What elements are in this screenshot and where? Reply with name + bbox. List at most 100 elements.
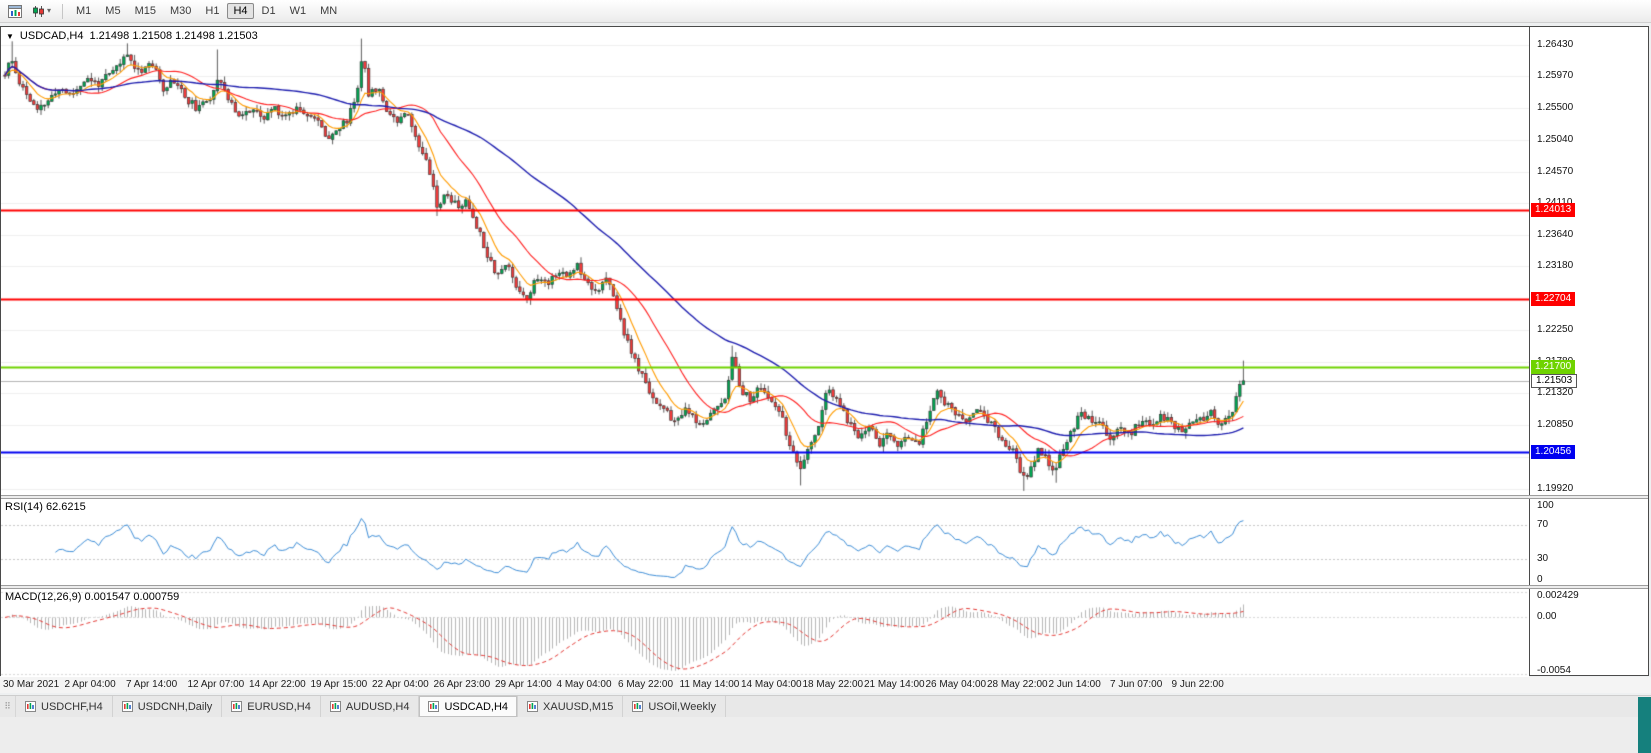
- time-axis-label: 6 May 22:00: [618, 679, 674, 690]
- chart-icon: [632, 701, 644, 712]
- time-axis-label: 14 Apr 22:00: [249, 679, 306, 690]
- timeframe-button-m15[interactable]: M15: [134, 5, 156, 17]
- top-toolbar: ▾ M1 M5 M15 M30 H1 H4 D1 W1 MN: [0, 0, 1651, 23]
- pane-splitter[interactable]: [1, 585, 1648, 589]
- rsi-axis-tick: 70: [1537, 518, 1549, 530]
- rsi-axis-tick: 0: [1537, 574, 1543, 585]
- chart-type-button[interactable]: ▾: [28, 2, 55, 21]
- price-axis-tick: 1.20850: [1537, 419, 1574, 431]
- timeframe-button-d1[interactable]: D1: [261, 5, 276, 17]
- time-axis-label: 9 Jun 22:00: [1171, 679, 1224, 690]
- price-chart-canvas[interactable]: [1, 27, 1529, 495]
- chart-tab-label: AUDUSD,H4: [345, 700, 410, 713]
- time-axis-label: 26 May 04:00: [925, 679, 987, 690]
- chart-icon: [329, 701, 341, 712]
- time-axis[interactable]: 30 Mar 2021 2 Apr 04:00 7 Apr 14:00 12 Apr …: [0, 677, 1651, 693]
- time-axis-label: 14 May 04:00: [741, 679, 802, 690]
- price-axis-tick: 1.22250: [1537, 323, 1574, 335]
- candlestick-type-icon: [33, 5, 44, 17]
- timeframe-button-mn[interactable]: MN: [320, 5, 338, 17]
- chart-tab-bar: ⠿ USDCHF,H4 USDCNH,Daily EURUSD,H4 AUDUSD,H…: [0, 695, 1651, 717]
- time-axis-label: 12 Apr 07:00: [187, 679, 245, 690]
- chart-icon: [428, 701, 440, 712]
- hline-price-badge: 1.22704: [1531, 291, 1576, 306]
- macd-axis-tick: 0.002429: [1537, 590, 1579, 601]
- rsi-axis-tick: 100: [1537, 500, 1554, 511]
- hline-price-badge: 1.24013: [1531, 202, 1576, 217]
- time-axis-label: 18 May 22:00: [802, 679, 864, 690]
- hline-price-badge: 1.21700: [1531, 360, 1576, 375]
- chart-tab-usoil-weekly[interactable]: USOil,Weekly: [623, 696, 726, 717]
- collapse-arrow-icon[interactable]: ▼: [6, 31, 14, 41]
- chart-title: ▼ USDCAD,H4 1.21498 1.21508 1.21498 1.21…: [6, 30, 258, 42]
- timeframe-group: M1 M5 M15 M30 H1 H4 D1 W1 MN: [70, 3, 343, 19]
- price-axis-tick: 1.23180: [1537, 260, 1574, 272]
- chart-icon: [527, 701, 539, 712]
- chart-tab-usdcad-h4[interactable]: USDCAD,H4: [419, 696, 519, 717]
- chart-tab-label: USDCAD,H4: [444, 700, 509, 713]
- chart-icon: [231, 701, 243, 712]
- price-axis-tick: 1.25040: [1537, 133, 1574, 145]
- app-icon[interactable]: [4, 2, 26, 21]
- caret-down-icon: ▾: [47, 6, 52, 15]
- timeframe-button-m30[interactable]: M30: [169, 5, 192, 17]
- price-axis-tick: 1.23640: [1537, 229, 1574, 241]
- chart-tab-eurusd-h4[interactable]: EURUSD,H4: [222, 696, 321, 717]
- time-axis-label: 26 Apr 23:00: [433, 679, 491, 690]
- price-axis-tick: 1.21320: [1537, 387, 1574, 399]
- hline-price-badge: 1.20456: [1531, 445, 1576, 460]
- time-axis-label: 7 Apr 14:00: [126, 679, 178, 690]
- chart-icon: [25, 701, 36, 712]
- macd-axis-tick: -0.0054: [1537, 665, 1571, 676]
- time-axis-label: 11 May 14:00: [679, 679, 740, 690]
- bottom-strip: [0, 717, 1651, 753]
- macd-axis-tick: 0.00: [1537, 611, 1557, 623]
- chart-icon: [121, 701, 133, 712]
- chart-tab-usdcnh-daily[interactable]: USDCNH,Daily: [112, 696, 223, 717]
- chart-tab-label: EURUSD,H4: [247, 700, 311, 713]
- price-scale[interactable]: 1.26430 1.25970 1.25500 1.25040 1.24570 1.241…: [1529, 27, 1648, 676]
- chart-tab-label: USDCNH,Daily: [137, 700, 213, 713]
- time-axis-label: 2 Apr 04:00: [64, 679, 116, 690]
- rsi-axis-tick: 30: [1537, 553, 1549, 565]
- chart-window: ▼ USDCAD,H4 1.21498 1.21508 1.21498 1.21…: [0, 26, 1649, 677]
- time-axis-label: 19 Apr 15:00: [310, 679, 368, 690]
- timeframe-button-h4[interactable]: H4: [227, 3, 254, 19]
- rsi-canvas[interactable]: [1, 499, 1529, 585]
- taskbar-fragment: [1638, 697, 1651, 753]
- tab-bar-grip-icon[interactable]: ⠿: [0, 696, 16, 717]
- rsi-label: RSI(14) 62.6215: [5, 501, 86, 513]
- macd-canvas[interactable]: [1, 589, 1529, 677]
- price-axis-tick: 1.25970: [1537, 70, 1574, 82]
- time-axis-label: 21 May 14:00: [864, 679, 925, 690]
- toolbar-separator: [62, 3, 64, 19]
- timeframe-button-m1[interactable]: M1: [76, 5, 92, 17]
- chart-tab-audusd-h4[interactable]: AUDUSD,H4: [320, 696, 420, 717]
- time-axis-label: 7 Jun 07:00: [1110, 679, 1163, 690]
- time-axis-label: 30 Mar 2021: [3, 679, 60, 690]
- time-axis-label: 29 Apr 14:00: [495, 679, 552, 690]
- timeframe-button-w1[interactable]: W1: [289, 5, 307, 17]
- price-axis-tick: 1.19920: [1537, 482, 1574, 494]
- time-axis-label: 2 Jun 14:00: [1048, 679, 1101, 690]
- chart-symbol-period: USDCAD,H4: [19, 30, 84, 42]
- macd-label: MACD(12,26,9) 0.001547 0.000759: [5, 591, 180, 603]
- pane-splitter[interactable]: [1, 495, 1648, 499]
- chart-tab-usdchf-h4[interactable]: USDCHF,H4: [16, 696, 113, 717]
- price-axis-tick: 1.24570: [1537, 165, 1574, 177]
- chart-ohlc-values: 1.21498 1.21508 1.21498 1.21503: [89, 30, 258, 42]
- price-axis-tick: 1.26430: [1537, 38, 1574, 50]
- price-axis-tick: 1.24110: [1537, 197, 1572, 208]
- current-price-badge: 1.21503: [1531, 373, 1578, 388]
- time-axis-label: 28 May 22:00: [987, 679, 1048, 690]
- timeframe-button-h1[interactable]: H1: [205, 5, 220, 17]
- chart-tab-label: USDCHF,H4: [41, 700, 103, 713]
- chart-tab-label: USOil,Weekly: [648, 700, 716, 713]
- time-axis-label: 22 Apr 04:00: [372, 679, 429, 690]
- chart-tab-label: XAUUSD,M15: [543, 700, 614, 713]
- chart-tab-xauusd-m15[interactable]: XAUUSD,M15: [518, 696, 624, 717]
- timeframe-button-m5[interactable]: M5: [105, 5, 121, 17]
- chart-window-icon: [8, 4, 22, 18]
- price-axis-tick: 1.25500: [1537, 102, 1574, 114]
- time-axis-label: 4 May 04:00: [556, 679, 612, 690]
